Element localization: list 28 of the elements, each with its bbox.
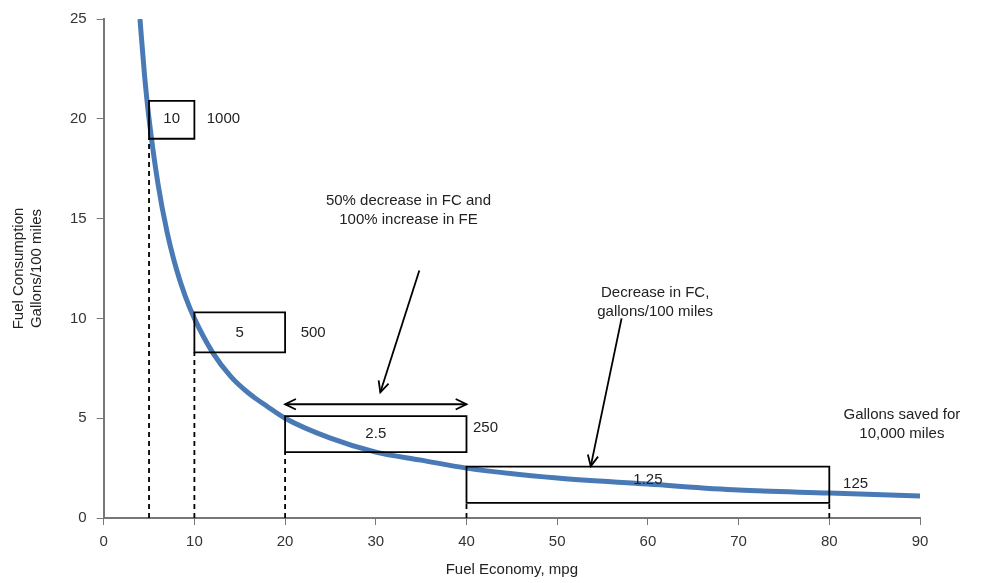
annotation: 2.5 bbox=[365, 424, 387, 442]
y-tick-label: 10 bbox=[70, 308, 87, 326]
y-tick-label: 25 bbox=[70, 9, 87, 27]
annotation: Gallons saved for 10,000 miles bbox=[843, 404, 961, 441]
y-tick-label: 0 bbox=[78, 508, 87, 526]
annotation: 500 bbox=[300, 322, 326, 340]
annotation: 1000 bbox=[206, 108, 241, 126]
x-tick-label: 80 bbox=[820, 532, 838, 550]
x-tick-label: 30 bbox=[367, 532, 385, 550]
x-axis-title: Fuel Economy, mpg bbox=[445, 560, 578, 578]
x-tick-label: 10 bbox=[186, 532, 203, 550]
x-tick-label: 40 bbox=[458, 532, 475, 550]
y-tick-label: 20 bbox=[70, 108, 87, 126]
x-tick-label: 20 bbox=[276, 532, 294, 550]
x-tick-label: 60 bbox=[639, 532, 657, 550]
x-tick-label: 90 bbox=[911, 532, 929, 550]
annotation: 125 bbox=[843, 474, 869, 492]
y-tick-label: 15 bbox=[70, 208, 87, 226]
annotation: 10 bbox=[163, 108, 181, 126]
annotation: 5 bbox=[235, 322, 244, 340]
y-tick-label: 5 bbox=[78, 408, 87, 426]
annotation: 50% decrease in FC and 100% increase in FE bbox=[325, 191, 491, 228]
x-tick-label: 70 bbox=[730, 532, 747, 550]
annotation: Decrease in FC, gallons/100 miles bbox=[597, 283, 714, 320]
y-axis-title: Fuel Consumption Gallons/100 miles bbox=[9, 207, 45, 330]
x-tick-label: 50 bbox=[548, 532, 566, 550]
x-tick-label: 0 bbox=[99, 532, 108, 550]
annotation: 250 bbox=[473, 418, 499, 436]
